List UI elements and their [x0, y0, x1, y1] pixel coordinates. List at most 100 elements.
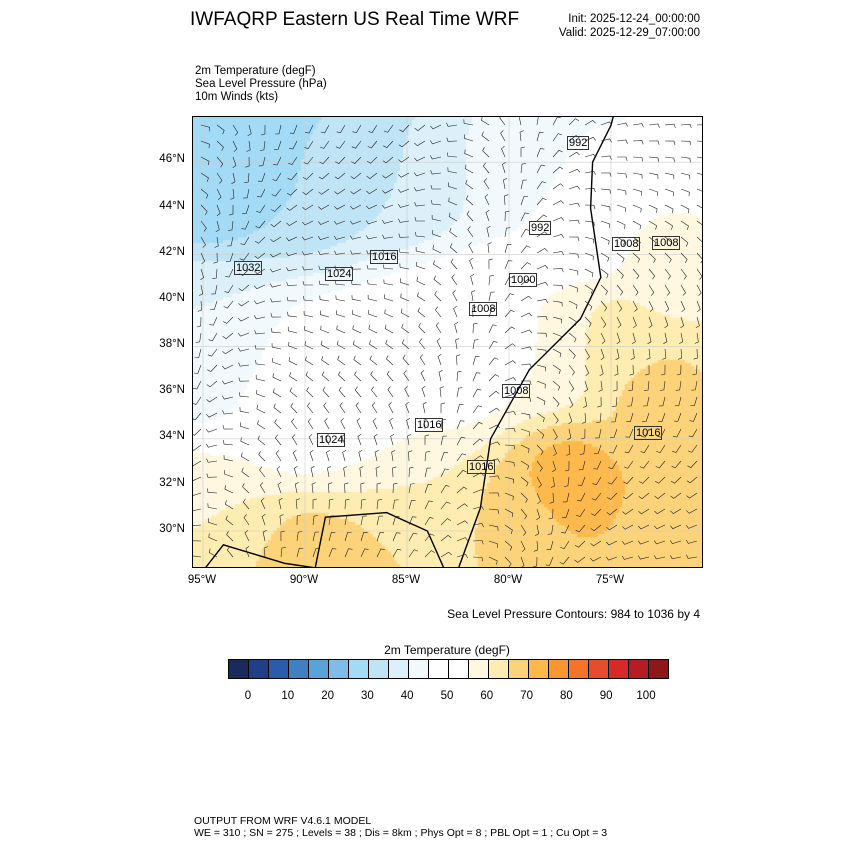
wind-barb: [305, 356, 314, 366]
wind-barb: [637, 540, 650, 545]
wind-barb: [504, 293, 514, 302]
wind-barb: [469, 257, 474, 270]
wind-barb: [333, 220, 346, 225]
wind-barb: [616, 122, 628, 127]
wind-barb: [504, 476, 514, 484]
wind-barb: [408, 532, 418, 542]
wind-barb: [669, 524, 682, 530]
wind-barb: [622, 492, 634, 500]
wind-barb: [383, 140, 394, 148]
wind-barb: [696, 220, 702, 226]
wind-barb: [600, 138, 612, 143]
colorbar-tick-label: 10: [281, 690, 295, 702]
wind-barb: [254, 330, 266, 335]
wind-barb: [472, 556, 484, 562]
wind-barb: [255, 374, 266, 382]
wind-barb: [312, 498, 317, 509]
wind-barb: [226, 252, 234, 262]
wind-barb: [648, 236, 657, 247]
wind-barb: [648, 220, 658, 230]
wind-barb: [605, 556, 618, 561]
lon-tick-label: 75°W: [595, 574, 625, 586]
wind-barb: [312, 515, 318, 526]
wind-barb: [664, 140, 676, 146]
wind-barb: [565, 460, 570, 472]
wind-barb: [285, 252, 298, 257]
wind-barb: [680, 252, 688, 264]
wind-barb: [370, 370, 378, 382]
wind-barb: [286, 296, 298, 302]
colorbar-tick-label: 20: [321, 690, 334, 702]
wind-barb: [504, 194, 509, 206]
wind-barb: [286, 220, 298, 226]
wind-barb: [216, 156, 224, 168]
wind-barb: [221, 380, 234, 385]
wind-barb: [456, 486, 468, 494]
wind-barb: [351, 156, 362, 164]
wind-barb: [680, 284, 686, 296]
wind-barb: [654, 476, 666, 484]
wind-barb: [648, 316, 653, 329]
wind-barb: [302, 204, 314, 211]
wind-barb: [568, 252, 579, 259]
wind-barb: [600, 300, 608, 312]
wind-barb: [696, 236, 702, 247]
wind-barb: [287, 326, 298, 334]
wind-barb: [680, 236, 689, 247]
wind-barb: [292, 434, 298, 446]
wind-barb: [584, 364, 590, 377]
wind-barb: [696, 188, 702, 192]
wind-barb: [373, 433, 378, 446]
wind-barb: [207, 348, 218, 357]
wind-barb: [536, 444, 544, 456]
wind-barb: [418, 322, 426, 334]
wind-barb: [290, 402, 298, 414]
wind-barb: [520, 363, 532, 368]
wind-barb: [454, 322, 459, 334]
wind-barb: [655, 460, 666, 469]
wind-barb: [271, 343, 282, 350]
wind-barb: [559, 556, 570, 565]
colorbar-tick-label: 90: [599, 690, 613, 702]
wind-barb: [632, 284, 639, 296]
wind-barb: [670, 476, 682, 484]
wind-barb: [623, 476, 634, 485]
wind-barb: [433, 260, 442, 270]
wind-barb: [536, 148, 545, 158]
lon-tick-label: 95°W: [187, 574, 217, 586]
wind-barb: [520, 346, 532, 351]
wind-barb: [193, 476, 202, 481]
wind-barb: [560, 540, 570, 549]
wind-barb: [293, 465, 298, 478]
wind-barb: [272, 358, 282, 366]
wind-barb: [280, 530, 285, 542]
wind-barb: [591, 492, 602, 501]
colorbar-swatch: [249, 660, 269, 678]
wind-barb: [661, 364, 666, 376]
wind-barb: [464, 164, 474, 174]
lat-tick-label: 36°N: [159, 384, 185, 396]
wind-barb: [223, 455, 234, 462]
wind-barb: [440, 468, 449, 478]
wind-barb: [644, 380, 650, 391]
wind-barb: [222, 332, 234, 340]
wind-barb: [225, 268, 234, 278]
wind-barb: [552, 300, 563, 307]
wind-barb: [354, 371, 362, 382]
wind-barb: [388, 402, 394, 414]
wind-barb: [455, 338, 460, 350]
wind-barb: [504, 244, 512, 254]
wind-barb: [568, 364, 575, 376]
wind-barb: [435, 322, 442, 334]
wind-barb: [344, 548, 353, 558]
pressure-contour-label: 1032: [234, 261, 263, 275]
wind-barb: [500, 130, 506, 142]
wind-barb: [488, 340, 498, 350]
wind-barb: [657, 428, 666, 438]
wind-barb: [600, 332, 606, 344]
wind-barb: [472, 438, 484, 446]
wind-barb: [369, 340, 378, 350]
wind-barb: [222, 348, 234, 355]
pressure-contour-label: 992: [567, 136, 590, 150]
wind-barb: [232, 124, 239, 136]
